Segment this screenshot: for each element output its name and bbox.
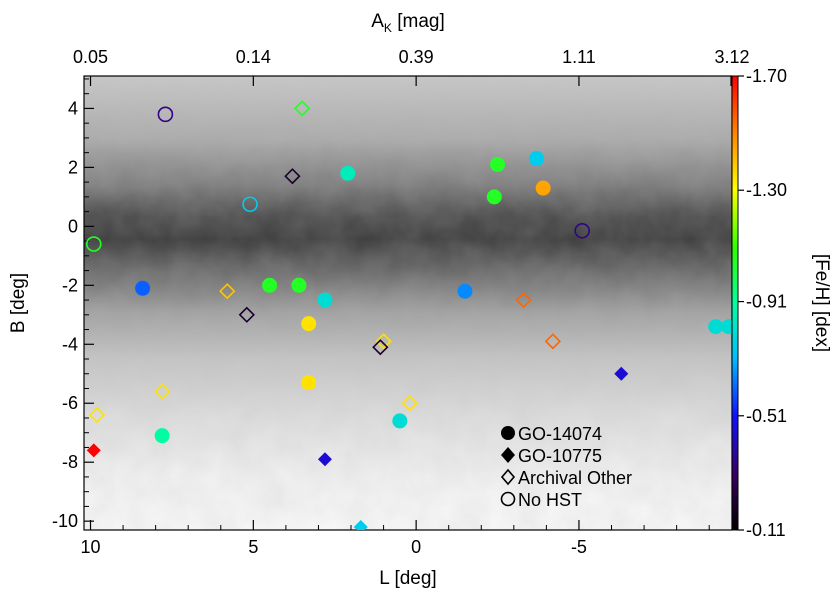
y-tick-label: -4	[62, 334, 78, 354]
y-tick-label: 4	[68, 98, 78, 118]
point-nohst	[85, 236, 102, 252]
point-go10775	[353, 520, 368, 530]
point-go14074	[301, 316, 317, 332]
point-go14074	[486, 189, 502, 205]
point-go14074	[529, 151, 545, 167]
legend-label-nohst: No HST	[518, 490, 582, 510]
point-go10775	[317, 452, 332, 467]
top-tick-label: 0.05	[73, 47, 108, 67]
top-axis-label-sub: K	[384, 21, 392, 35]
y-tick-label: -2	[62, 275, 78, 295]
point-archival	[284, 168, 301, 185]
top-axis-ticks: 0.05 0.14 0.39 1.11 3.12	[73, 47, 750, 86]
point-go10775	[86, 443, 101, 458]
legend-marker-filled-diamond	[501, 447, 515, 463]
colorbar-tick-label: -1.70	[746, 66, 787, 86]
legend-marker-open-circle	[500, 491, 516, 507]
colorbar	[732, 76, 738, 530]
colorbar-tick-label: -0.11	[746, 520, 786, 540]
x-axis-ticks: 10 5 0 -5	[80, 520, 710, 557]
top-axis-label-main: A	[371, 11, 384, 32]
colorbar-frame	[731, 75, 739, 531]
point-go14074	[135, 280, 151, 296]
legend-label-archival: Archival Other	[518, 468, 632, 488]
point-archival	[544, 333, 562, 350]
y-axis-ticks: 4 2 0 -2 -4 -6 -8 -10	[52, 78, 94, 531]
x-tick-label: -5	[571, 537, 587, 557]
point-nohst	[157, 106, 174, 123]
x-tick-label: 5	[248, 537, 258, 557]
top-axis-label-rest: [mag]	[392, 11, 445, 32]
point-archival	[238, 306, 255, 323]
point-go14074	[291, 277, 307, 293]
data-points	[85, 100, 732, 530]
point-go14074	[535, 180, 551, 196]
y-tick-label: 2	[68, 157, 78, 177]
y-tick-label: -10	[52, 511, 78, 531]
point-go14074	[708, 319, 724, 335]
point-go14074	[457, 283, 473, 299]
point-go14074	[154, 428, 170, 444]
point-archival	[219, 283, 236, 300]
legend-label-go10775: GO-10775	[518, 446, 602, 466]
point-archival	[515, 291, 532, 309]
point-nohst	[574, 222, 591, 239]
y-axis-label: B [deg]	[8, 273, 29, 333]
legend-label-go14074: GO-14074	[518, 424, 602, 444]
legend-marker-open-diamond	[500, 468, 516, 486]
y-tick-label: -8	[62, 452, 78, 472]
extinction-map	[84, 76, 732, 530]
top-tick-label: 3.12	[714, 47, 749, 67]
point-go14074	[262, 277, 278, 293]
top-tick-label: 0.39	[399, 47, 434, 67]
point-archival	[88, 406, 106, 424]
point-archival	[372, 339, 389, 356]
colorbar-ticks: -0.11 -0.51 -0.91 -1.30 -1.70	[738, 66, 787, 540]
y-tick-label: -6	[62, 393, 78, 413]
point-go14074	[340, 165, 356, 181]
point-go14074	[317, 292, 333, 308]
point-archival	[294, 100, 311, 117]
point-archival	[375, 333, 392, 350]
colorbar-label: [Fe/H] [dex]	[811, 254, 830, 352]
point-go14074	[721, 319, 732, 335]
point-archival	[401, 395, 418, 412]
point-go14074	[301, 375, 317, 391]
point-go10775	[614, 366, 629, 381]
colorbar-tick-label: -0.51	[746, 406, 787, 426]
point-go14074	[490, 156, 506, 172]
legend: GO-14074 GO-10775 Archival Other No HST	[500, 424, 632, 510]
top-tick-label: 1.11	[562, 47, 596, 67]
x-tick-label: 0	[411, 537, 421, 557]
colorbar-tick-label: -0.91	[746, 292, 787, 312]
point-archival	[154, 383, 171, 400]
y-tick-label: 0	[68, 216, 78, 236]
legend-marker-filled-circle	[501, 426, 515, 440]
point-go14074	[392, 413, 408, 429]
top-tick-label: 0.14	[236, 47, 271, 67]
point-nohst	[242, 196, 258, 213]
x-axis-label: L [deg]	[379, 568, 436, 589]
x-tick-label: 10	[80, 537, 100, 557]
top-axis-label: AK [mag]	[371, 11, 445, 35]
colorbar-tick-label: -1.30	[746, 180, 787, 200]
